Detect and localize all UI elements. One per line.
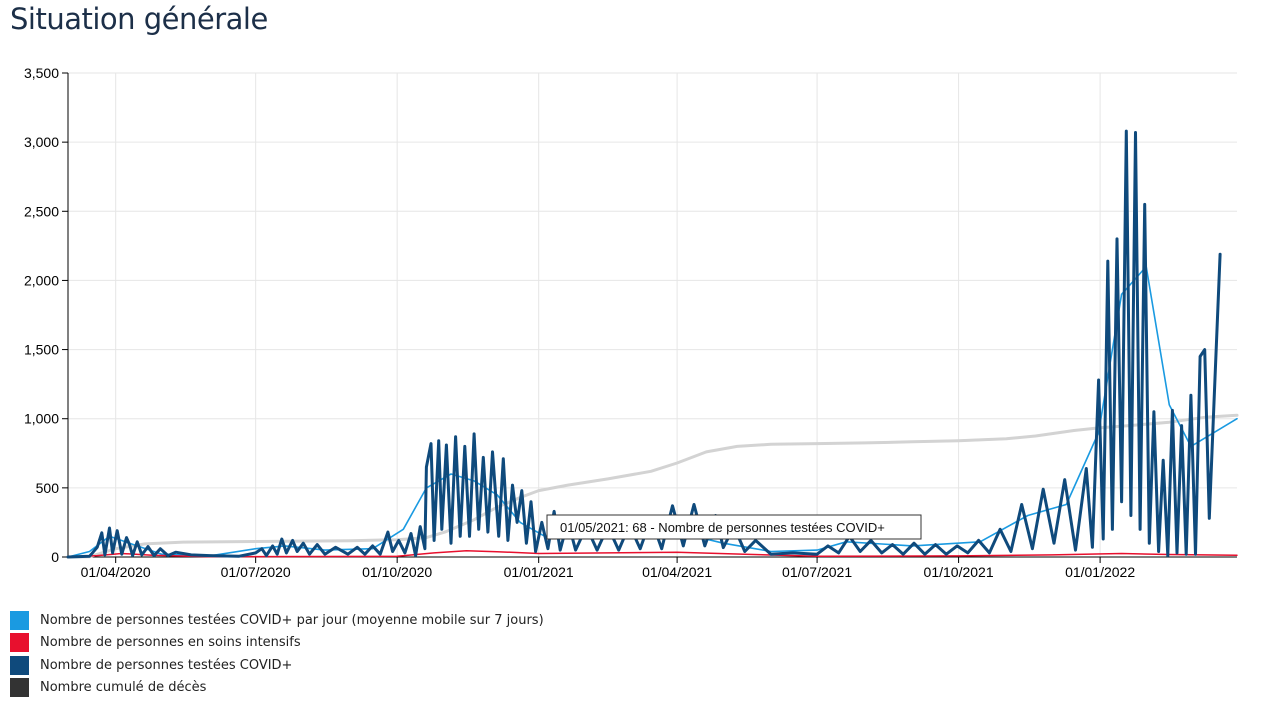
series-line-3[interactable] <box>66 129 1222 559</box>
x-tick-label: 01/04/2021 <box>642 564 712 580</box>
legend-label: Nombre de personnes en soins intensifs <box>40 635 301 651</box>
legend-swatch <box>10 655 29 675</box>
covid-situation-chart: 0 500 1,000 1,500 2,000 2,500 3,000 3,500 01/04/… <box>24 65 1239 580</box>
legend-swatch <box>10 633 29 653</box>
y-tick-label: 1,000 <box>24 411 59 427</box>
series-line-0[interactable] <box>66 413 1239 559</box>
y-tick-label: 3,000 <box>24 134 59 150</box>
legend-item[interactable]: Nombre de personnes testées COVID+ par j… <box>10 609 544 632</box>
legend-label: Nombre de personnes testées COVID+ par j… <box>40 612 544 628</box>
x-tick-label: 01/10/2021 <box>924 564 994 580</box>
y-tick-label: 2,500 <box>24 203 59 219</box>
legend-label: Nombre de personnes testées COVID+ <box>40 657 293 673</box>
legend-swatch <box>10 678 29 698</box>
legend-item[interactable]: Nombre de personnes testées COVID+ <box>10 654 544 677</box>
x-tick-label: 01/01/2021 <box>504 564 574 580</box>
legend-label: Nombre cumulé de décès <box>40 680 207 696</box>
y-tick-label: 0 <box>51 549 59 565</box>
y-tick-label: 3,500 <box>24 65 59 81</box>
x-tick-label: 01/07/2021 <box>782 564 852 580</box>
legend-item[interactable]: Nombre cumulé de décès <box>10 677 544 700</box>
tooltip-text: 01/05/2021: 68 - Nombre de personnes tes… <box>560 520 885 535</box>
series-line-1[interactable] <box>67 265 1238 558</box>
x-tick-label: 01/10/2020 <box>362 564 432 580</box>
tooltip-box <box>546 514 922 540</box>
y-tick-label: 1,500 <box>24 342 59 358</box>
legend-item[interactable]: Nombre de personnes en soins intensifs <box>10 632 544 655</box>
y-tick-label: 500 <box>36 480 60 496</box>
legend-swatch <box>10 610 29 630</box>
x-tick-label: 01/04/2020 <box>81 564 151 580</box>
x-tick-label: 01/01/2022 <box>1065 564 1135 580</box>
page-title: Situation générale <box>10 2 268 36</box>
series-line-2[interactable] <box>67 550 1238 558</box>
chart-grid <box>68 72 1237 557</box>
x-tick-label: 01/07/2020 <box>221 564 291 580</box>
y-tick-label: 2,000 <box>24 272 59 288</box>
chart-series <box>66 129 1239 559</box>
chart-legend: Nombre de personnes testées COVID+ par j… <box>10 609 544 699</box>
chart-tooltip: 01/05/2021: 68 - Nombre de personnes tes… <box>546 514 922 540</box>
